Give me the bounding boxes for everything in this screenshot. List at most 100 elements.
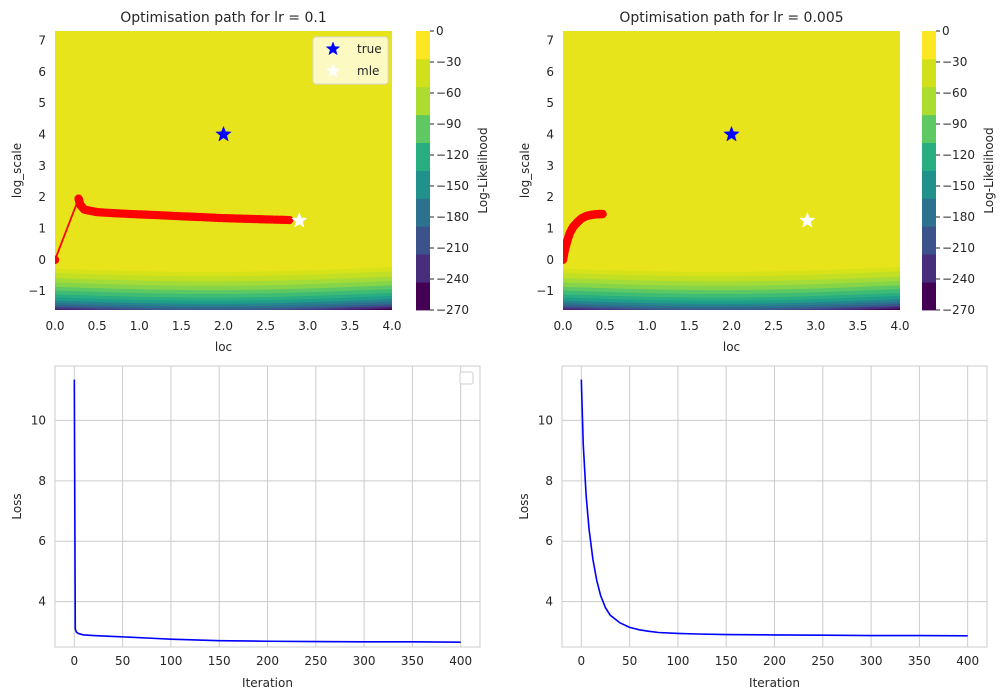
x-axis-label: Iteration	[749, 676, 800, 690]
axes-frame	[561, 365, 988, 648]
x-tick-label: 150	[208, 654, 231, 668]
x-tick-label: 0.0	[553, 319, 572, 333]
colorbar-segment	[416, 198, 430, 227]
y-tick-label: 6	[546, 65, 554, 79]
colorbar-segment	[922, 58, 936, 88]
y-tick-label: 3	[38, 159, 46, 173]
y-tick-label: 4	[546, 127, 554, 141]
path-point	[285, 215, 294, 225]
colorbar-segment	[416, 170, 430, 199]
contour-band	[563, 307, 900, 310]
x-tick-label: 350	[908, 654, 931, 668]
path-point	[598, 209, 607, 219]
colorbar-segment	[416, 142, 430, 171]
contour-band	[55, 307, 392, 310]
x-tick-label: 50	[622, 654, 637, 668]
x-tick-label: 350	[401, 654, 424, 668]
x-tick-label: 300	[860, 654, 883, 668]
colorbar-segment	[922, 254, 936, 283]
colorbar-tick-label: −210	[436, 241, 469, 255]
x-tick-label: 3.0	[806, 319, 825, 333]
y-tick-label: 5	[546, 96, 554, 110]
colorbar-tick-label: −120	[942, 148, 975, 162]
path-point	[55, 255, 60, 265]
colorbar-segment	[922, 198, 936, 227]
x-tick-label: 1.0	[638, 319, 657, 333]
y-axis-label: log_scale	[518, 143, 532, 198]
colorbar-tick-label: −60	[942, 86, 967, 100]
contour-panel-1: 0.0 0.5 1.0 1.5 2.0 2.5 3.0 3.5 4.0 −1 0 1 2 3 4 5 6 7 loc…	[10, 10, 490, 354]
colorbar-tick-label: −270	[942, 303, 975, 317]
colorbar-segment	[416, 31, 430, 60]
colorbar-tick-label: −90	[436, 117, 461, 131]
colorbar-segment	[416, 254, 430, 283]
x-tick-label: 150	[715, 654, 738, 668]
colorbar-segment	[922, 170, 936, 199]
contour-fill-top	[563, 31, 900, 310]
x-tick-label: 4.0	[890, 319, 909, 333]
y-tick-label: 4	[38, 127, 46, 141]
y-axis-label: Loss	[517, 493, 531, 519]
y-tick-label: 10	[31, 413, 46, 427]
loss-panel-1: 0 50 100 150 200 250 300 350 400 4 6 8 10 Iteration Lo…	[10, 365, 481, 690]
x-tick-label: 1.5	[680, 319, 699, 333]
colorbar-segment	[416, 86, 430, 116]
y-tick-label: 4	[545, 595, 553, 609]
loss-line	[580, 379, 968, 637]
y-tick-label: 5	[38, 96, 46, 110]
legend: true mle	[312, 36, 389, 85]
contour-band	[563, 303, 900, 310]
x-tick-label: 2.0	[214, 319, 233, 333]
y-tick-label: 10	[538, 413, 553, 427]
y-tick-label: 6	[38, 534, 46, 548]
colorbar-segment	[416, 58, 430, 88]
y-tick-label: 3	[546, 159, 554, 173]
colorbar-segment	[922, 31, 936, 60]
colorbar-tick-label: −30	[436, 55, 461, 69]
x-tick-label: 3.5	[340, 319, 359, 333]
colorbar-tick-label: −240	[942, 272, 975, 286]
loss-panel-2: 0 50 100 150 200 250 300 350 400 4 6 8 10 Iteration Lo…	[517, 365, 988, 690]
x-tick-label: 4.0	[382, 319, 401, 333]
colorbar-tick-label: 0	[942, 24, 950, 38]
colorbar-tick-label: −210	[942, 241, 975, 255]
x-tick-label: 50	[115, 654, 130, 668]
optimisation-path	[563, 209, 607, 265]
x-axis-label: loc	[723, 340, 740, 354]
x-axis-label: loc	[215, 340, 232, 354]
colorbar-segment	[922, 114, 936, 143]
y-tick-label: 8	[545, 474, 553, 488]
marker-true-icon	[723, 125, 740, 142]
y-tick-label: 6	[38, 65, 46, 79]
x-tick-label: 400	[449, 654, 472, 668]
colorbar-tick-label: −120	[436, 148, 469, 162]
x-tick-label: 200	[763, 654, 786, 668]
colorbar-tick-label: 0	[436, 24, 444, 38]
x-tick-label: 0.5	[596, 319, 615, 333]
chart-title: Optimisation path for lr = 0.005	[619, 10, 843, 26]
x-tick-label: 3.0	[298, 319, 317, 333]
colorbar-segment	[922, 282, 936, 311]
y-tick-label: 1	[546, 221, 554, 235]
y-tick-label: 2	[38, 190, 46, 204]
loss-line	[73, 379, 461, 643]
x-tick-label: 2.5	[764, 319, 783, 333]
x-tick-label: 0.0	[45, 319, 64, 333]
contour-band	[563, 305, 900, 310]
contour-band	[55, 303, 392, 310]
y-tick-label: 4	[38, 595, 46, 609]
contour-panel-2: 0.0 0.5 1.0 1.5 2.0 2.5 3.0 3.5 4.0 −1 0 1 2 3 4 5 6 7 loc…	[518, 10, 996, 354]
x-tick-label: 2.0	[722, 319, 741, 333]
y-tick-label: −1	[536, 284, 554, 298]
x-axis-label: Iteration	[242, 676, 293, 690]
colorbar-segment	[922, 86, 936, 116]
colorbar-tick-label: −180	[436, 210, 469, 224]
x-tick-label: 400	[956, 654, 979, 668]
colorbar-tick-label: −270	[436, 303, 469, 317]
colorbar-tick-label: −150	[436, 179, 469, 193]
legend-mle-icon	[325, 63, 341, 78]
colorbar-tick-label: −90	[942, 117, 967, 131]
y-tick-label: 7	[38, 33, 46, 47]
legend-entry-label: true	[357, 42, 382, 56]
colorbar-label: Log-Likelihood	[982, 127, 996, 213]
